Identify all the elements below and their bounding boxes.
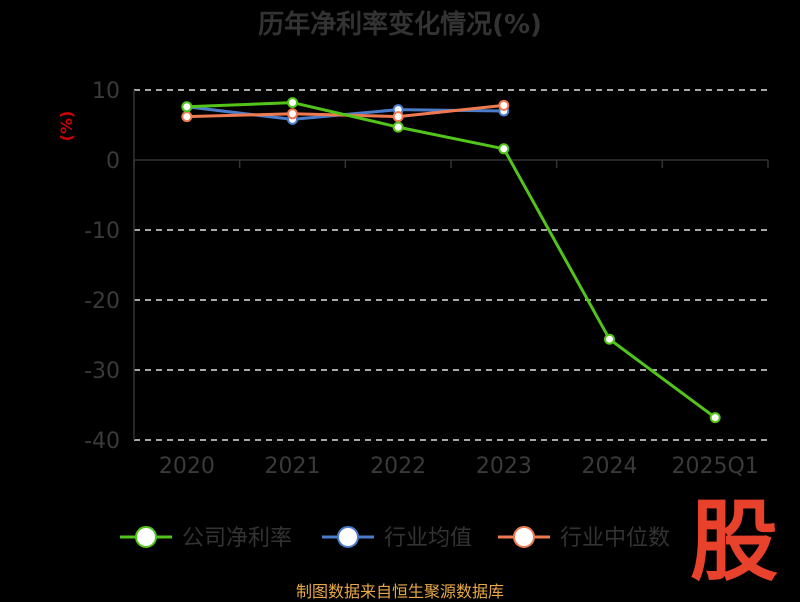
data-point[interactable] [498, 99, 510, 111]
legend-label: 行业中位数 [560, 526, 670, 551]
x-tick-label: 2022 [370, 454, 426, 479]
y-tick-label: -40 [84, 429, 120, 454]
legend-label: 行业均值 [384, 526, 472, 551]
data-point[interactable] [498, 143, 510, 155]
legend[interactable]: 公司净利率 行业均值 行业中位数 [120, 526, 670, 551]
data-point[interactable] [287, 97, 298, 109]
y-tick-label: -30 [84, 359, 120, 384]
y-tick-label: 10 [92, 79, 120, 104]
series-layer [181, 97, 721, 424]
legend-marker [513, 526, 535, 548]
legend-marker [135, 526, 157, 548]
legend-item[interactable]: 公司净利率 [120, 526, 292, 551]
legend-item[interactable]: 行业中位数 [498, 526, 670, 551]
legend-label: 公司净利率 [182, 526, 292, 551]
data-point[interactable] [392, 111, 404, 123]
data-point[interactable] [287, 108, 298, 120]
x-tick-label: 2021 [265, 454, 321, 479]
source-note: 制图数据来自恒生聚源数据库 [295, 582, 504, 601]
x-tick-label: 2020 [159, 454, 215, 479]
data-point[interactable] [181, 101, 193, 113]
legend-item[interactable]: 行业均值 [322, 526, 472, 551]
data-point[interactable] [392, 121, 404, 133]
legend-marker [337, 526, 359, 548]
data-point[interactable] [709, 412, 721, 424]
x-tick-label: 2023 [476, 454, 532, 479]
data-point[interactable] [604, 333, 615, 345]
x-tick-label: 2024 [582, 454, 638, 479]
chart-title: 历年净利率变化情况(%) [258, 9, 542, 40]
y-tick-label: -20 [84, 289, 120, 314]
axes: 10 0 -10 -20 -30 -40 2020 2021 2022 2023 2024 2025Q… [84, 79, 769, 479]
series-line [186, 105, 504, 121]
x-tick-label: 2025Q1 [672, 454, 759, 479]
logo: 股 [690, 490, 779, 593]
data-point[interactable] [181, 111, 193, 123]
y-tick-label: -10 [84, 219, 120, 244]
y-axis-label: (%) [57, 111, 76, 142]
series-line [186, 101, 717, 419]
y-tick-label: 0 [106, 149, 120, 174]
grid [134, 89, 768, 441]
